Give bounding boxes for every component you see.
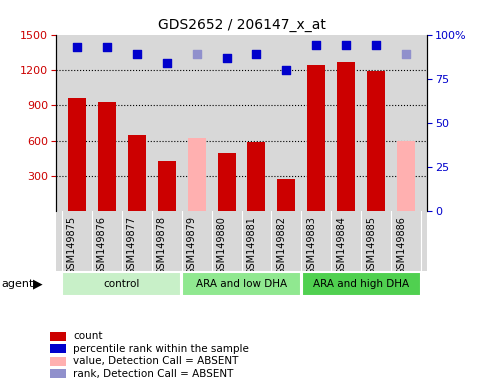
Point bbox=[103, 44, 111, 50]
Text: ARA and low DHA: ARA and low DHA bbox=[196, 279, 287, 289]
Text: GSM149881: GSM149881 bbox=[246, 216, 256, 275]
Text: GSM149879: GSM149879 bbox=[186, 216, 197, 275]
Text: GSM149882: GSM149882 bbox=[276, 216, 286, 275]
Text: GSM149884: GSM149884 bbox=[337, 216, 346, 275]
Bar bbox=[398, 141, 415, 211]
Point bbox=[223, 55, 230, 61]
Text: count: count bbox=[73, 331, 102, 341]
Text: rank, Detection Call = ABSENT: rank, Detection Call = ABSENT bbox=[73, 369, 233, 379]
Bar bbox=[98, 102, 115, 211]
Text: GSM149886: GSM149886 bbox=[397, 216, 407, 275]
Bar bbox=[308, 65, 326, 211]
Point bbox=[193, 51, 200, 57]
Bar bbox=[50, 357, 66, 366]
Point bbox=[342, 42, 350, 48]
Text: GSM149878: GSM149878 bbox=[156, 216, 167, 275]
Bar bbox=[302, 272, 421, 296]
Point bbox=[313, 42, 320, 48]
Bar bbox=[128, 135, 145, 211]
Text: ARA and high DHA: ARA and high DHA bbox=[313, 279, 410, 289]
Text: agent: agent bbox=[1, 279, 34, 289]
Bar bbox=[187, 138, 205, 211]
Bar bbox=[338, 62, 355, 211]
Point bbox=[133, 51, 141, 57]
Text: value, Detection Call = ABSENT: value, Detection Call = ABSENT bbox=[73, 356, 239, 366]
Bar bbox=[217, 154, 236, 211]
Text: ▶: ▶ bbox=[33, 278, 43, 291]
Text: GSM149880: GSM149880 bbox=[216, 216, 227, 275]
Bar bbox=[50, 369, 66, 378]
Text: GSM149876: GSM149876 bbox=[97, 216, 107, 275]
Text: GSM149883: GSM149883 bbox=[307, 216, 316, 275]
Title: GDS2652 / 206147_x_at: GDS2652 / 206147_x_at bbox=[157, 18, 326, 32]
Point bbox=[372, 42, 380, 48]
Text: percentile rank within the sample: percentile rank within the sample bbox=[73, 344, 249, 354]
Bar bbox=[247, 142, 266, 211]
Text: control: control bbox=[103, 279, 140, 289]
Bar bbox=[50, 332, 66, 341]
Text: GSM149875: GSM149875 bbox=[67, 216, 76, 275]
Text: GSM149877: GSM149877 bbox=[127, 216, 137, 275]
Bar bbox=[182, 272, 301, 296]
Bar bbox=[62, 272, 181, 296]
Point bbox=[253, 51, 260, 57]
Bar bbox=[368, 71, 385, 211]
Text: GSM149885: GSM149885 bbox=[367, 216, 376, 275]
Point bbox=[72, 44, 80, 50]
Bar bbox=[278, 179, 296, 211]
Bar bbox=[68, 98, 85, 211]
Bar bbox=[50, 344, 66, 353]
Bar bbox=[157, 161, 175, 211]
Point bbox=[163, 60, 170, 66]
Point bbox=[283, 67, 290, 73]
Point bbox=[403, 51, 411, 57]
